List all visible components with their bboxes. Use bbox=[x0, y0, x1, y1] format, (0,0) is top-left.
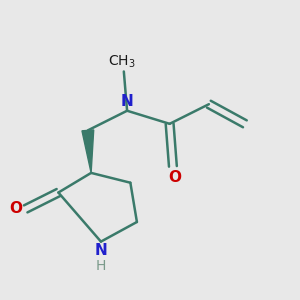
Text: N: N bbox=[94, 243, 107, 258]
Text: O: O bbox=[9, 201, 22, 216]
Text: CH$_3$: CH$_3$ bbox=[108, 53, 136, 70]
Polygon shape bbox=[82, 130, 94, 173]
Text: O: O bbox=[168, 169, 181, 184]
Text: H: H bbox=[96, 259, 106, 273]
Text: N: N bbox=[121, 94, 134, 109]
